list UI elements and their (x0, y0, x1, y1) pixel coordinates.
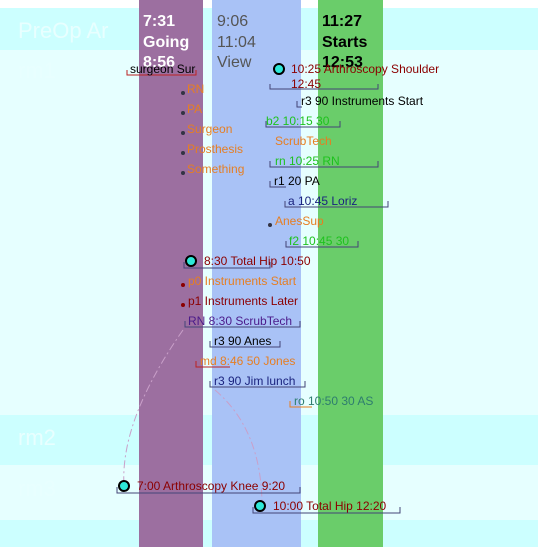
item[interactable]: Surgeon (187, 122, 232, 136)
bracket (289, 401, 312, 408)
item[interactable]: b2 10:15 30 (266, 114, 330, 128)
starts-column (318, 0, 383, 547)
item[interactable]: rn 10:25 RN (275, 154, 340, 168)
item[interactable]: r3 90 Anes (214, 334, 271, 348)
view-column (212, 0, 301, 547)
bracket (126, 70, 197, 76)
case[interactable]: 7:00 Arthroscopy Knee 9:20 (137, 479, 285, 493)
column-header: 9:06 (217, 13, 248, 30)
column-header: 12:53 (322, 54, 363, 71)
item[interactable]: Something (187, 162, 244, 176)
bracket (269, 181, 286, 188)
case[interactable]: 10:00 Total Hip 12:20 (273, 499, 387, 513)
item[interactable]: f2 10:45 30 (289, 234, 349, 248)
item[interactable]: p0 Instruments Start (188, 274, 297, 288)
case-markers (118, 63, 285, 512)
bracket (284, 201, 389, 208)
item[interactable]: md 8:46 50 Jones (200, 354, 295, 368)
bracket (285, 241, 359, 248)
column-header: 8:56 (143, 54, 175, 71)
item[interactable]: r1 20 PA (274, 174, 320, 188)
bracket (269, 84, 379, 90)
item[interactable]: ro 10:50 30 AS (294, 394, 373, 408)
bracket (296, 101, 302, 108)
bracket (184, 321, 301, 328)
item[interactable]: r3 90 Jim lunch (214, 374, 295, 388)
bracket (252, 507, 401, 514)
item[interactable]: RN (187, 82, 204, 96)
case[interactable]: 12:45 (291, 77, 321, 91)
column-header: 11:27 (322, 13, 362, 30)
dots (181, 91, 272, 307)
item[interactable]: RN 8:30 ScrubTech (188, 314, 292, 328)
connector (123, 329, 184, 487)
item[interactable]: PA (187, 102, 202, 116)
bracket (269, 161, 379, 168)
row-label: rm2 (18, 425, 56, 450)
preop-label: PreOp Ar (18, 18, 108, 43)
bracket (209, 381, 306, 388)
item[interactable]: r3 90 Instruments Start (301, 94, 424, 108)
item[interactable]: AnesSup (275, 214, 324, 228)
bracket (116, 487, 301, 494)
row-label: rm3 (18, 476, 56, 501)
bracket (209, 341, 281, 348)
column-header: 7:31 (143, 13, 175, 30)
case[interactable]: 8:30 Total Hip 10:50 (204, 254, 311, 268)
column-header: Going (143, 34, 189, 51)
case[interactable]: 10:25 Arthroscopy Shoulder (291, 62, 439, 76)
item[interactable]: Prosthesis (187, 142, 243, 156)
item[interactable]: surgeon Sur (130, 62, 195, 76)
connector (214, 389, 263, 507)
bracket (183, 262, 271, 269)
item[interactable]: p1 Instruments Later (188, 294, 298, 308)
row-label: rm1 (18, 58, 56, 83)
column-header: 11:04 (217, 34, 256, 51)
column-header: View (217, 54, 252, 71)
column-header: Starts (322, 34, 367, 51)
bracket (195, 361, 230, 368)
item[interactable]: a 10:45 Loriz (288, 194, 357, 208)
going-column (139, 0, 203, 547)
item[interactable]: ScrubTech (275, 134, 332, 148)
bracket (265, 121, 341, 128)
